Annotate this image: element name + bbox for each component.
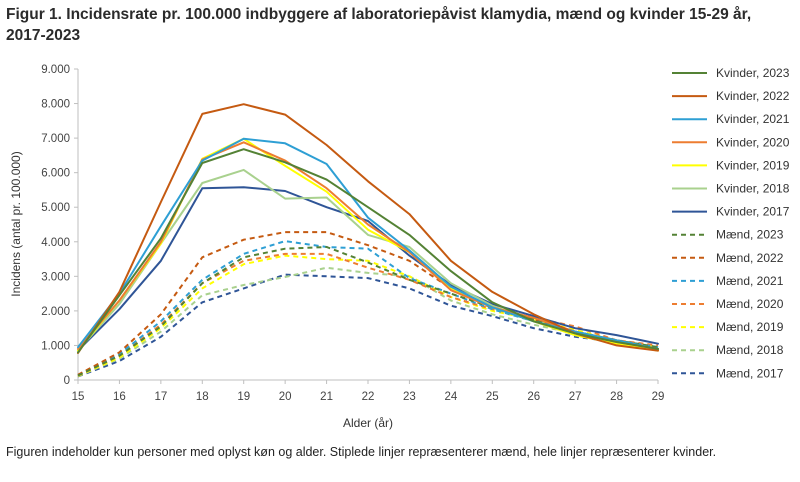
legend-label: Mænd, 2018 (716, 343, 784, 357)
y-tick-label: 3.000 (41, 271, 70, 283)
legend-label: Mænd, 2020 (716, 297, 784, 311)
y-tick-label: 2.000 (41, 306, 70, 318)
legend-label: Kvinder, 2021 (716, 112, 790, 126)
series-lines (77, 103, 659, 378)
legend-label: Kvinder, 2017 (716, 205, 790, 219)
series-line-mænd-2017 (77, 273, 659, 378)
series-line-kvinder-2022 (77, 103, 659, 354)
x-tick-label: 22 (362, 391, 375, 403)
legend-label: Mænd, 2017 (716, 366, 784, 380)
x-tick-label: 28 (610, 391, 623, 403)
legend-label: Mænd, 2022 (716, 251, 784, 265)
series-line-mænd-2023 (77, 246, 659, 377)
legend-label: Mænd, 2019 (716, 320, 784, 334)
x-tick-label: 18 (196, 391, 209, 403)
x-tick-label: 16 (113, 391, 126, 403)
x-tick-label: 24 (444, 391, 457, 403)
series-line-kvinder-2021 (77, 137, 659, 350)
y-axis-label: Incidens (antal pr. 100.000) (9, 151, 23, 296)
y-tick-label: 7.000 (41, 133, 70, 145)
y-tick-label: 5.000 (41, 202, 70, 214)
legend-label: Kvinder, 2019 (716, 158, 790, 172)
y-tick-label: 0 (64, 375, 70, 387)
y-tick-label: 1.000 (41, 340, 70, 352)
x-tick-label: 17 (154, 391, 167, 403)
legend-label: Mænd, 2023 (716, 228, 784, 242)
y-tick-label: 4.000 (41, 237, 70, 249)
x-tick-label: 25 (486, 391, 499, 403)
x-tick-label: 26 (527, 391, 540, 403)
legend-label: Kvinder, 2018 (716, 182, 790, 196)
axes: 0 1.000 2.000 3.000 4.000 5.000 6.000 7.000 8.00… (41, 64, 664, 403)
x-tick-label: 27 (569, 391, 582, 403)
x-tick-label: 15 (72, 391, 85, 403)
series-line-mænd-2022 (77, 231, 659, 376)
x-tick-label: 21 (320, 391, 333, 403)
legend-label: Kvinder, 2023 (716, 66, 790, 80)
y-tick-label: 6.000 (41, 168, 70, 180)
series-line-kvinder-2023 (77, 148, 659, 354)
figure-note: Figuren indeholder kun personer med oply… (6, 445, 717, 459)
x-tick-label: 29 (652, 391, 665, 403)
legend-label: Kvinder, 2020 (716, 135, 790, 149)
series-line-kvinder-2017 (77, 186, 659, 352)
legend-label: Kvinder, 2022 (716, 89, 790, 103)
x-tick-label: 19 (237, 391, 250, 403)
y-tick-label: 9.000 (41, 64, 70, 76)
figure-title: Figur 1. Incidensrate pr. 100.000 indbyg… (6, 6, 752, 44)
legend-label: Mænd, 2021 (716, 274, 784, 288)
x-tick-label: 20 (279, 391, 292, 403)
y-tick-label: 8.000 (41, 99, 70, 111)
x-tick-label: 23 (403, 391, 416, 403)
x-axis-label: Alder (år) (343, 416, 393, 430)
legend: Kvinder, 2023 Kvinder, 2022 Kvinder, 2021 K… (672, 66, 790, 380)
line-chart: 0 1.000 2.000 3.000 4.000 5.000 6.000 7.000 8.00… (9, 64, 790, 430)
